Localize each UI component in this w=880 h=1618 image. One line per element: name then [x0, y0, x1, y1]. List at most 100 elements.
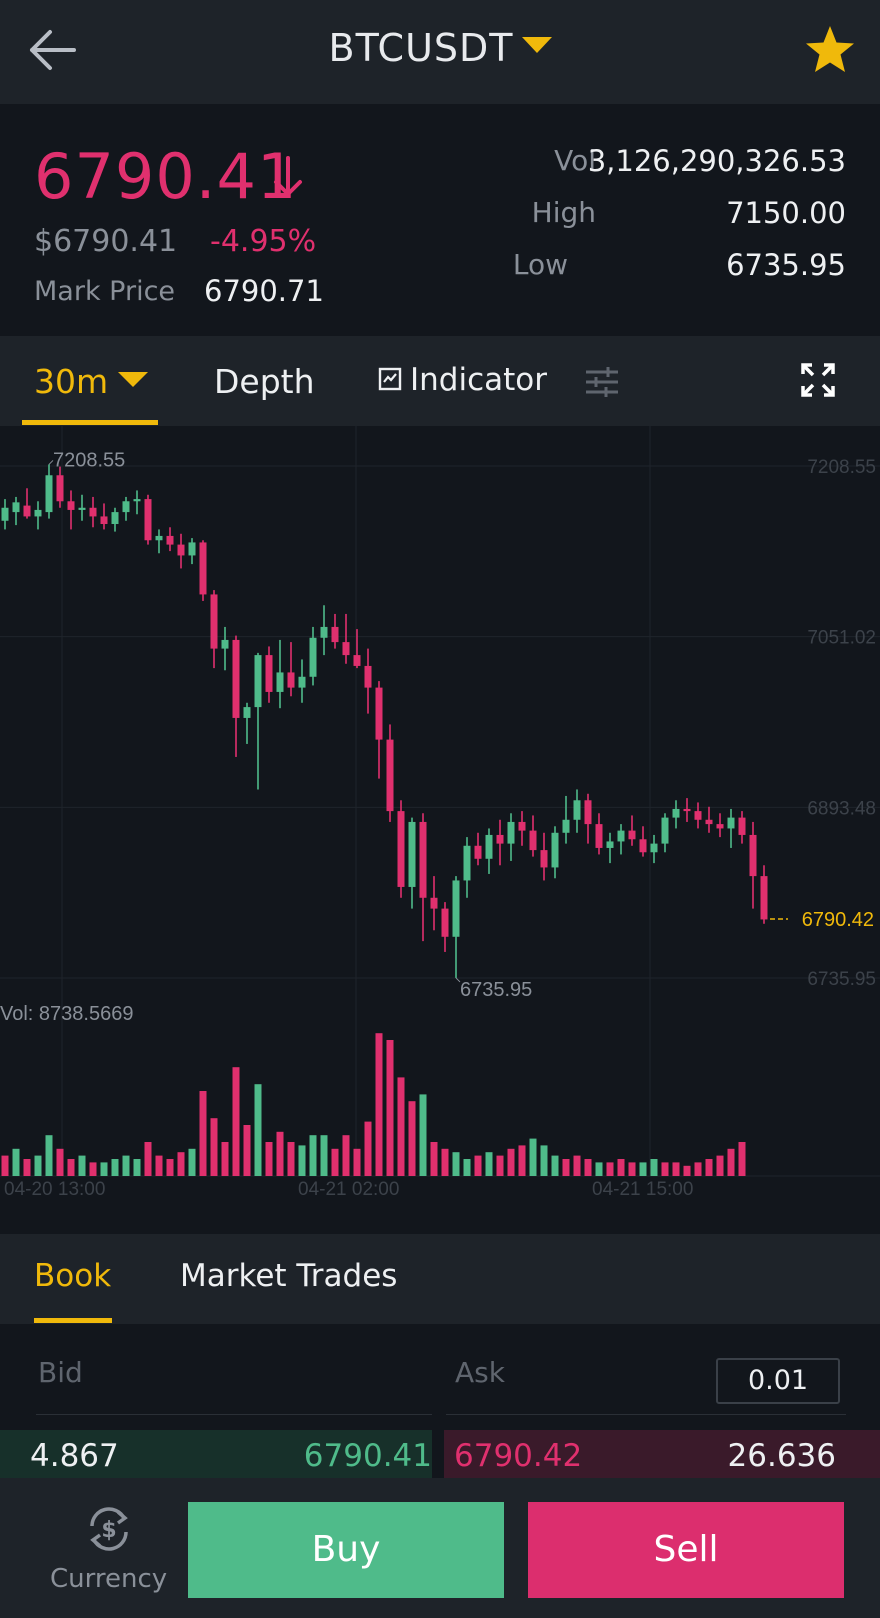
order-book: Bid Ask 0.01 4.867 6790.41 6790.42 26.63…: [0, 1324, 880, 1484]
candle-body: [595, 824, 603, 848]
min-price-label: 6735.95: [460, 979, 532, 1001]
volume-bar: [650, 1159, 658, 1176]
star-icon: [806, 26, 854, 72]
volume-bar: [232, 1067, 240, 1176]
buy-button[interactable]: Buy: [188, 1502, 504, 1598]
high-stat: High 7150.00: [446, 196, 846, 240]
candle-body: [617, 830, 625, 842]
volume-bar: [573, 1155, 581, 1176]
volume-bar: [639, 1162, 647, 1176]
candle-body: [287, 672, 295, 688]
indicator-label: Indicator: [410, 362, 547, 398]
arrow-down-icon: [274, 156, 302, 196]
y-axis-label: 6735.95: [807, 969, 876, 990]
volume-bar: [100, 1162, 108, 1176]
tab-market-trades[interactable]: Market Trades: [180, 1258, 398, 1294]
volume-bar: [155, 1155, 163, 1176]
volume-bar: [56, 1148, 64, 1176]
candle-body: [254, 655, 262, 708]
volume-bar: [353, 1148, 361, 1176]
candle-body: [749, 834, 757, 877]
y-axis-label: 6893.48: [807, 798, 876, 819]
volume-bar: [683, 1165, 691, 1176]
candle-body: [727, 817, 735, 829]
volume-bar: [496, 1155, 504, 1176]
top-bar: BTCUSDT: [0, 0, 880, 104]
volume-bar: [309, 1135, 317, 1176]
candle-body: [716, 824, 724, 829]
candle-body: [639, 839, 647, 853]
candle-body: [166, 535, 174, 545]
tab-depth[interactable]: Depth: [214, 362, 315, 401]
candle-body: [265, 655, 273, 692]
bid-quantity: 4.867: [30, 1438, 119, 1474]
candle-body: [188, 542, 196, 556]
sell-button[interactable]: Sell: [528, 1502, 844, 1598]
candles: [1, 460, 788, 983]
volume-bar: [518, 1145, 526, 1176]
ask-header: Ask: [455, 1356, 505, 1389]
volume-bar: [408, 1101, 416, 1176]
volume-bar: [584, 1159, 592, 1176]
pair-selector[interactable]: BTCUSDT: [0, 26, 880, 70]
candle-body: [661, 817, 669, 844]
candle-body: [56, 475, 64, 502]
volume-bar: [474, 1155, 482, 1176]
candle-body: [518, 821, 526, 831]
active-tab-indicator: [34, 1318, 112, 1323]
chart-settings-button[interactable]: [584, 364, 620, 400]
volume-bar: [342, 1135, 350, 1176]
candle-body: [562, 819, 570, 833]
volume-bar: [144, 1142, 152, 1176]
y-axis-label: 7208.55: [807, 457, 876, 478]
candle-body: [540, 850, 548, 868]
volume-bar: [694, 1162, 702, 1176]
fullscreen-icon: [801, 363, 835, 397]
volume-bar: [177, 1152, 185, 1176]
volume-value: 3,126,290,326.53: [587, 144, 846, 178]
candle-body: [628, 830, 636, 840]
arrow-left-icon: [30, 30, 76, 70]
max-price-label: 7208.55: [53, 449, 125, 471]
volume-bar: [1, 1155, 9, 1176]
candle-body: [650, 843, 658, 853]
kline-chart[interactable]: 7208.55 7051.02 6893.48 6735.95 7208.55 …: [0, 426, 880, 1234]
currency-label: Currency: [50, 1564, 168, 1594]
candle-body: [551, 832, 559, 868]
volume-bar: [672, 1162, 680, 1176]
bid-header: Bid: [38, 1356, 83, 1389]
active-tab-indicator: [22, 420, 158, 425]
candle-body: [760, 876, 768, 920]
volume-bar: [133, 1159, 141, 1176]
volume-bar: [738, 1142, 746, 1176]
back-button[interactable]: [26, 26, 80, 74]
ask-row[interactable]: 6790.42 26.636: [444, 1430, 880, 1484]
fullscreen-button[interactable]: [800, 362, 836, 398]
high-value: 7150.00: [726, 196, 846, 230]
x-axis-label: 04-21 15:00: [592, 1179, 693, 1200]
tab-book[interactable]: Book: [34, 1258, 112, 1294]
candle-body: [342, 642, 350, 656]
currency-button[interactable]: $ Currency: [40, 1492, 180, 1608]
candle-body: [452, 880, 460, 937]
favorite-button[interactable]: [802, 22, 858, 78]
ask-quantity: 26.636: [727, 1438, 836, 1474]
volume-bar: [661, 1162, 669, 1176]
mark-price-value: 6790.71: [204, 274, 324, 308]
tab-indicator[interactable]: Indicator: [378, 362, 547, 398]
candlestick-chart[interactable]: 7208.55 7051.02 6893.48 6735.95 7208.55 …: [0, 426, 880, 1234]
volume-bar: [595, 1162, 603, 1176]
tab-interval[interactable]: 30m: [34, 362, 149, 401]
bid-row[interactable]: 4.867 6790.41: [0, 1430, 432, 1484]
candle-body: [221, 639, 229, 649]
candle-body: [67, 501, 75, 510]
volume-bar: [716, 1155, 724, 1176]
precision-selector[interactable]: 0.01: [716, 1358, 840, 1404]
ask-price: 6790.42: [454, 1438, 583, 1474]
indicator-chart-icon: [378, 367, 402, 390]
volume-bar: [199, 1091, 207, 1176]
candle-body: [408, 821, 416, 887]
volume-bar: [12, 1148, 20, 1176]
candle-body: [584, 800, 592, 825]
high-label: High: [531, 196, 596, 229]
